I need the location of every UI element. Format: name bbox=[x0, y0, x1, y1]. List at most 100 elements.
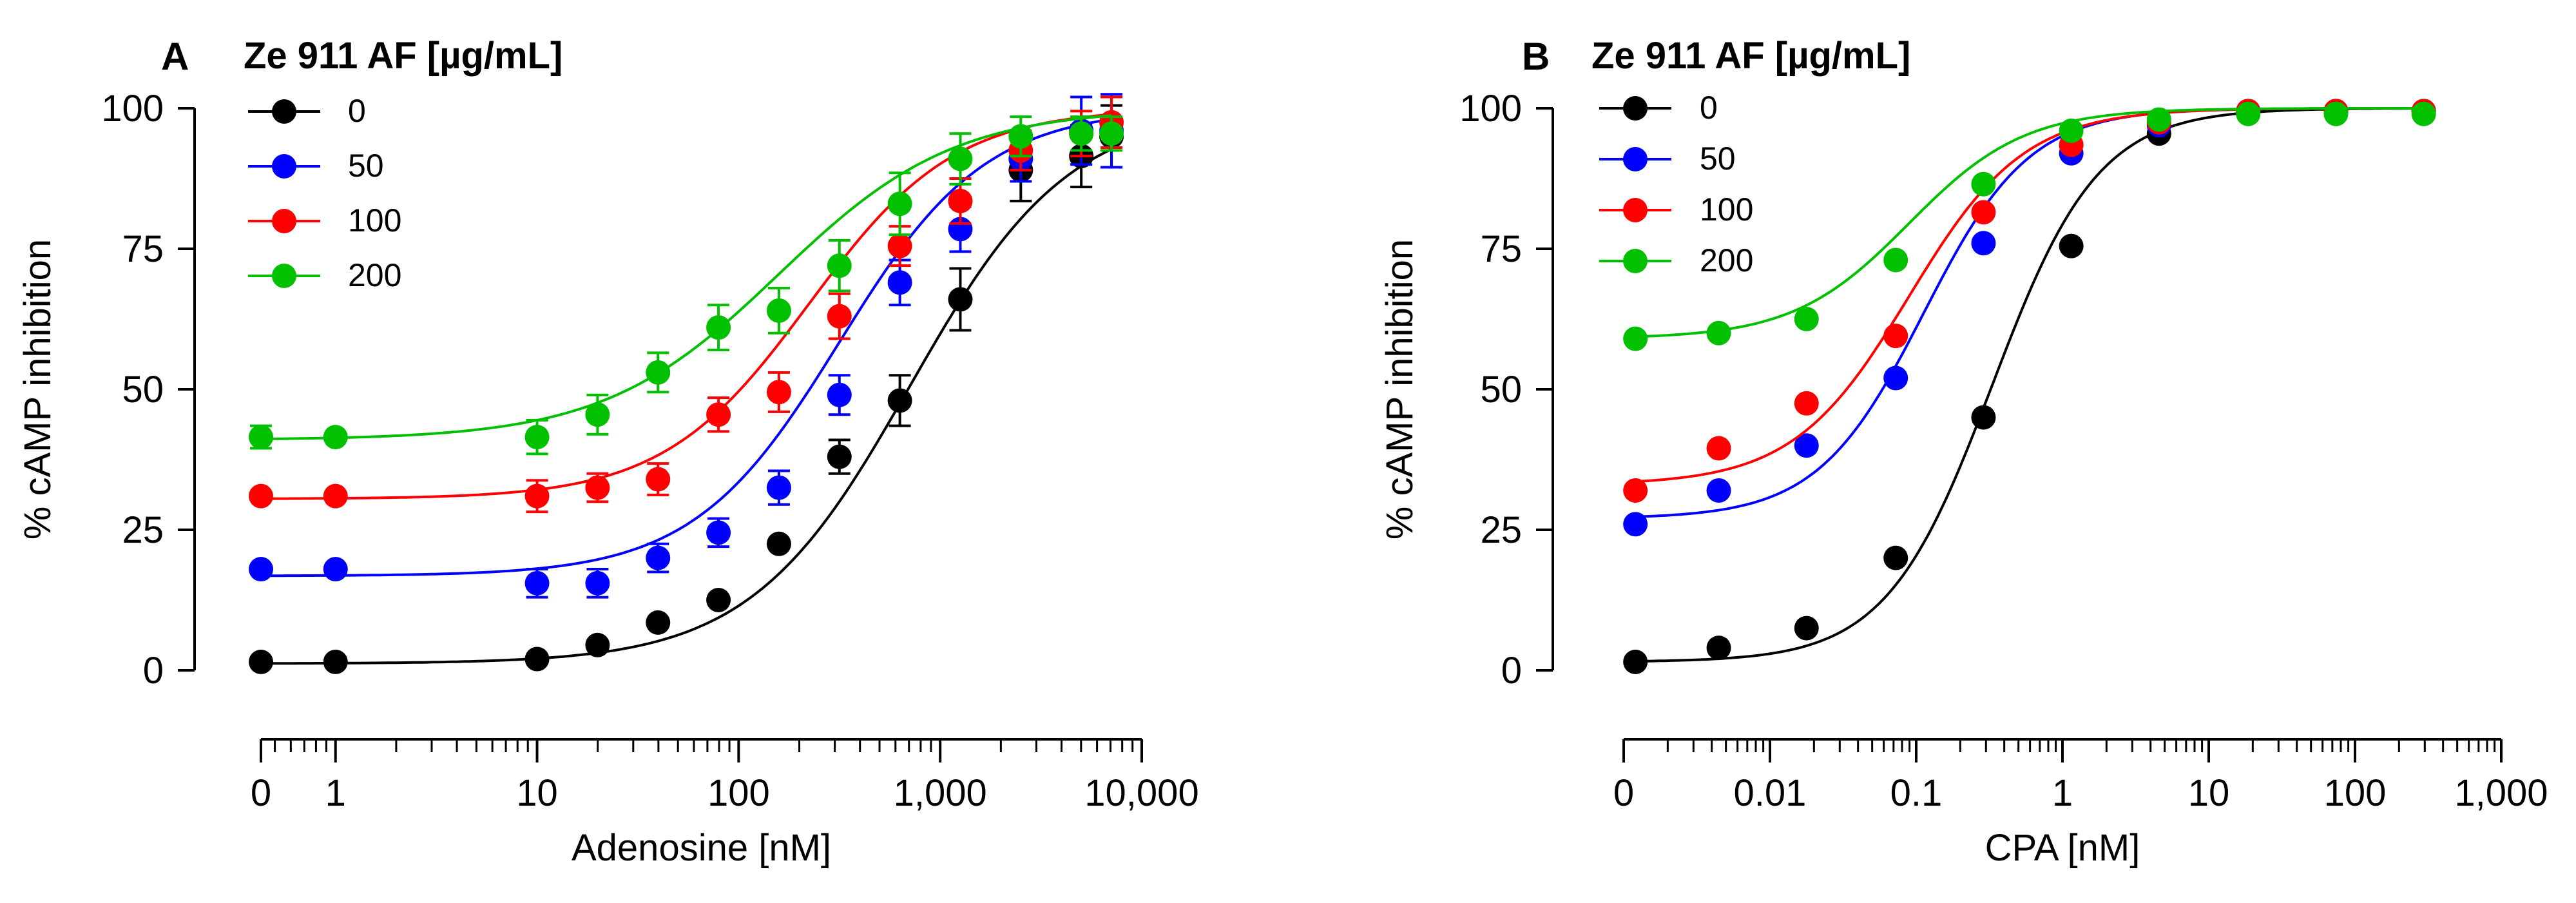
data-point bbox=[646, 360, 671, 385]
y-tick-label: 50 bbox=[1480, 369, 1522, 411]
y-tick-label: 100 bbox=[1459, 88, 1522, 130]
data-point bbox=[887, 191, 912, 217]
fit-curve bbox=[261, 118, 1112, 578]
fit-curve bbox=[260, 114, 1112, 441]
legend-label: 200 bbox=[348, 257, 401, 293]
legend-title: Ze 911 AF [µg/mL] bbox=[244, 35, 562, 77]
legend-marker bbox=[272, 264, 296, 288]
panel-label: A bbox=[161, 35, 189, 78]
x-tick-label: 10 bbox=[516, 772, 558, 814]
x-tick-label: 0 bbox=[251, 772, 271, 814]
data-point bbox=[249, 483, 273, 509]
data-point bbox=[323, 483, 348, 509]
x-tick-label: 1 bbox=[325, 772, 346, 814]
data-point bbox=[887, 270, 912, 295]
data-point bbox=[1706, 436, 1731, 461]
data-point bbox=[585, 475, 610, 500]
data-point bbox=[249, 649, 273, 674]
series-200 bbox=[249, 114, 1124, 456]
series-0 bbox=[1623, 99, 2436, 674]
data-point bbox=[1069, 121, 1094, 146]
legend-label: 100 bbox=[1700, 191, 1753, 228]
data-point bbox=[948, 188, 973, 213]
x-axis-label: CPA [nM] bbox=[1985, 827, 2140, 869]
data-point bbox=[1971, 405, 1996, 430]
data-point bbox=[1883, 365, 1908, 391]
data-point bbox=[706, 520, 731, 545]
legend-item-100: 100 bbox=[248, 202, 401, 238]
data-point bbox=[1623, 649, 1648, 674]
legend-item-0: 0 bbox=[1599, 90, 1718, 126]
series-50 bbox=[1623, 99, 2436, 537]
data-point bbox=[585, 632, 610, 657]
x-axis-label: Adenosine [nM] bbox=[572, 827, 831, 869]
data-point bbox=[766, 380, 791, 405]
x-tick-label: 10 bbox=[2188, 772, 2230, 814]
legend-item-0: 0 bbox=[248, 93, 366, 129]
x-tick-label: 100 bbox=[2324, 772, 2387, 814]
data-point bbox=[646, 610, 671, 635]
data-point bbox=[2059, 233, 2084, 258]
data-point bbox=[2411, 101, 2436, 126]
x-tick-label: 0 bbox=[1613, 772, 1634, 814]
data-point bbox=[2236, 101, 2261, 126]
data-point bbox=[948, 146, 973, 171]
y-tick-label: 25 bbox=[122, 509, 164, 551]
data-point bbox=[2323, 101, 2349, 126]
data-point bbox=[948, 287, 973, 312]
x-tick-label: 0.1 bbox=[1890, 772, 1943, 814]
data-point bbox=[524, 425, 550, 450]
data-point bbox=[1971, 200, 1996, 225]
y-axis-label: % cAMP inhibition bbox=[17, 239, 59, 539]
x-tick-label: 1 bbox=[2052, 772, 2073, 814]
legend-marker bbox=[272, 209, 296, 233]
data-point bbox=[1706, 636, 1731, 661]
data-point bbox=[1706, 478, 1731, 503]
data-point bbox=[2146, 107, 2171, 132]
legend-label: 0 bbox=[1700, 90, 1718, 126]
data-point bbox=[1794, 616, 1819, 641]
legend-marker bbox=[1623, 96, 1648, 121]
panel-label: B bbox=[1522, 35, 1550, 78]
data-point bbox=[887, 388, 912, 413]
x-tick-label: 1,000 bbox=[894, 772, 987, 814]
data-point bbox=[524, 483, 550, 509]
data-point bbox=[646, 467, 671, 492]
series-100 bbox=[1623, 99, 2436, 503]
data-point bbox=[1623, 326, 1648, 351]
series-200 bbox=[1623, 101, 2436, 351]
legend-marker bbox=[272, 154, 296, 179]
data-point bbox=[585, 402, 610, 427]
data-point bbox=[323, 557, 348, 582]
legend-item-200: 200 bbox=[248, 257, 401, 293]
y-tick-label: 25 bbox=[1480, 509, 1522, 551]
y-tick-label: 75 bbox=[1480, 228, 1522, 270]
legend-title: Ze 911 AF [µg/mL] bbox=[1591, 35, 1910, 77]
data-point bbox=[1794, 391, 1819, 416]
legend-label: 100 bbox=[348, 202, 401, 238]
data-point bbox=[1099, 121, 1124, 146]
data-point bbox=[1971, 171, 1996, 197]
data-point bbox=[1623, 512, 1648, 537]
x-tick-label: 10,000 bbox=[1084, 772, 1198, 814]
data-point bbox=[1883, 545, 1908, 570]
data-point bbox=[524, 570, 550, 596]
data-point bbox=[706, 315, 731, 340]
data-point bbox=[766, 531, 791, 556]
legend-label: 50 bbox=[1700, 141, 1736, 177]
y-tick-label: 0 bbox=[1501, 650, 1522, 692]
data-point bbox=[1706, 320, 1731, 345]
y-tick-label: 100 bbox=[101, 88, 164, 130]
legend-marker bbox=[1623, 198, 1648, 222]
legend-marker bbox=[1623, 249, 1648, 273]
legend-label: 200 bbox=[1700, 242, 1753, 278]
y-tick-label: 0 bbox=[143, 650, 164, 692]
fit-curve bbox=[261, 113, 1112, 500]
fit-curve bbox=[1635, 107, 2424, 483]
y-axis-label: % cAMP inhibition bbox=[1379, 239, 1421, 539]
fit-curve bbox=[1635, 107, 2424, 518]
data-point bbox=[1971, 231, 1996, 256]
data-point bbox=[1008, 124, 1033, 149]
data-point bbox=[2059, 118, 2084, 143]
